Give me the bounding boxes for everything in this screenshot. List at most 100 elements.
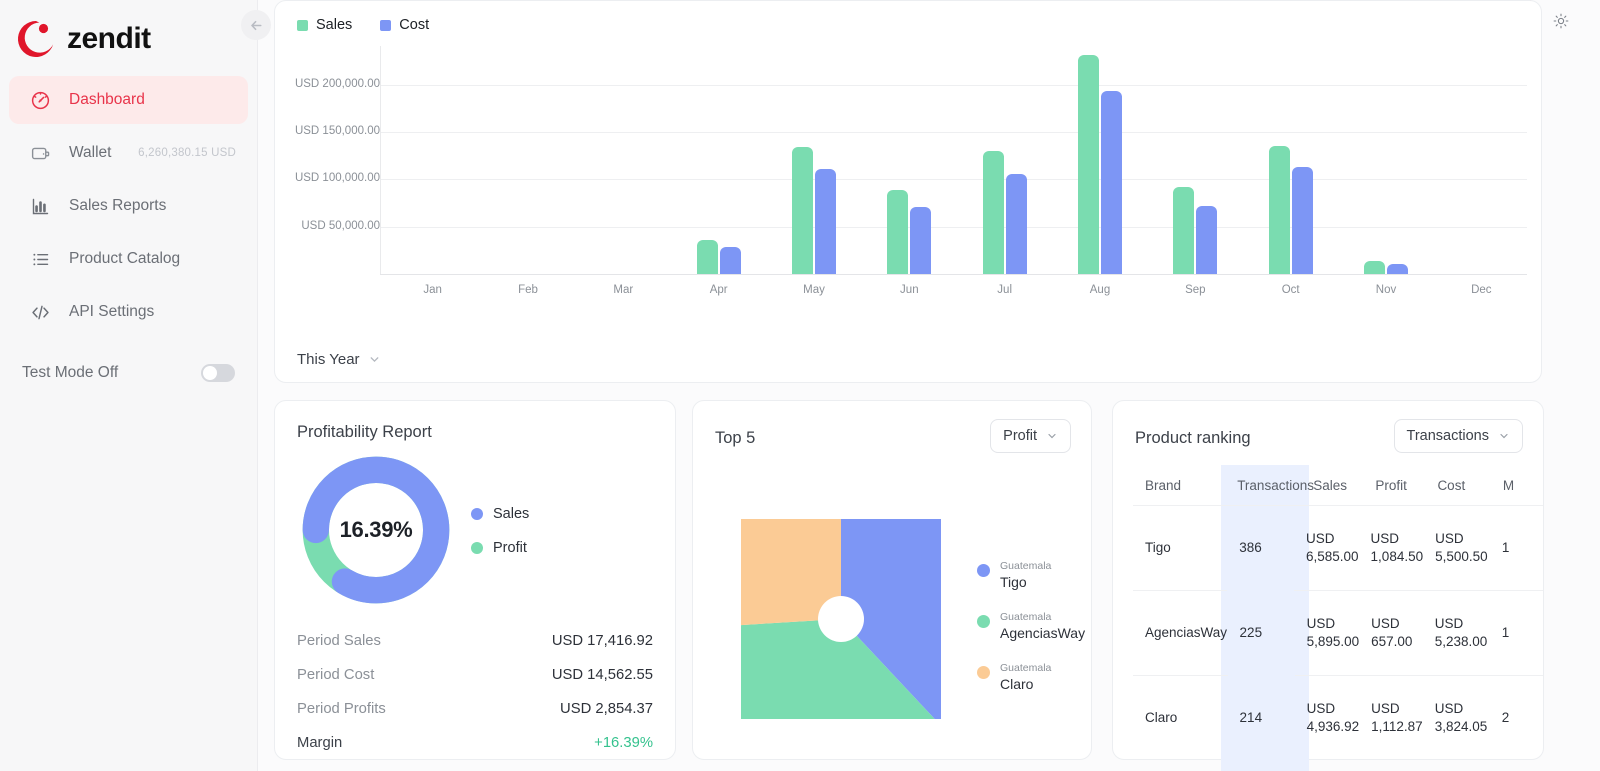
gridline <box>380 227 1527 228</box>
stat-label: Period Sales <box>297 633 381 649</box>
table-row[interactable]: AgenciasWay 225 USD 5,895.00 USD 657.00 … <box>1133 590 1543 676</box>
cell-brand: AgenciasWay <box>1145 624 1228 640</box>
y-tick-label: USD 100,000.00 <box>294 172 380 184</box>
sidebar-nav: Dashboard Wallet 6,260,380.15 USD Sales … <box>0 76 257 336</box>
legend-label-sales: Sales <box>316 17 353 33</box>
bar-sales-apr[interactable] <box>696 240 718 274</box>
bar-sales-may[interactable] <box>792 147 813 274</box>
bar-cost-oct[interactable] <box>1291 167 1313 274</box>
ranking-metric-label: Transactions <box>1406 428 1489 444</box>
top5-metric-label: Profit <box>1003 428 1037 444</box>
x-tick-label: Jun <box>900 284 919 296</box>
bar-chart-icon <box>29 195 51 217</box>
product-ranking-table: Brand Transactions Sales Profit Cost M T… <box>1133 465 1543 761</box>
x-tick-label: Aug <box>1089 284 1111 296</box>
profitability-donut-chart: 16.39% <box>297 451 455 609</box>
legend-brand: Tigo <box>1000 574 1027 590</box>
sidebar-item-product-catalog[interactable]: Product Catalog <box>9 235 248 283</box>
cell-cost: USD 3,824.05 <box>1434 700 1488 734</box>
ranking-metric-selector[interactable]: Transactions <box>1393 419 1523 453</box>
cell-margin: 1 <box>1501 624 1510 640</box>
profitability-report-card: Profitability Report 16.39% Sales Profit… <box>274 400 676 760</box>
arrow-left-icon <box>250 20 262 30</box>
product-ranking-card: Product ranking Transactions Brand Trans… <box>1112 400 1544 771</box>
legend-dot-agenciasway <box>977 615 990 628</box>
column-header-cost[interactable]: Cost <box>1425 478 1490 493</box>
x-tick-label: Oct <box>1281 284 1300 296</box>
column-header-brand[interactable]: Brand <box>1145 477 1182 493</box>
bar-sales-aug[interactable] <box>1078 55 1099 274</box>
chart-legend: Sales Cost <box>275 1 1541 33</box>
stat-label: Period Profits <box>297 701 386 717</box>
test-mode-toggle[interactable] <box>201 364 235 382</box>
x-tick-label: Feb <box>518 284 538 296</box>
cell-margin: 2 <box>1501 709 1510 725</box>
legend-swatch-sales <box>297 19 308 31</box>
table-header-row: Brand Transactions Sales Profit Cost M <box>1133 465 1543 505</box>
y-axis-line <box>380 46 381 274</box>
sidebar-item-wallet[interactable]: Wallet 6,260,380.15 USD <box>9 129 248 177</box>
product-ranking-title: Product ranking <box>1135 429 1251 447</box>
sidebar-item-label: Dashboard <box>69 91 145 108</box>
cell-sales: USD 5,895.00 <box>1306 615 1360 649</box>
gauge-icon <box>29 89 51 111</box>
column-header-profit[interactable]: Profit <box>1363 478 1425 493</box>
stat-row-period-profits: Period Profits USD 2,854.37 <box>297 701 653 717</box>
legend-item-cost[interactable]: Cost <box>380 17 429 33</box>
bar-sales-oct[interactable] <box>1268 146 1290 274</box>
chevron-down-icon <box>1048 433 1056 439</box>
bar-cost-jul[interactable] <box>1005 174 1027 274</box>
legend-item-tigo: Guatemala Tigo <box>977 556 1085 592</box>
sidebar-item-label: Sales Reports <box>69 197 167 214</box>
cell-sales: USD 4,936.92 <box>1306 700 1360 734</box>
gridline <box>380 179 1527 180</box>
column-header-transactions[interactable]: Transactions <box>1225 465 1314 505</box>
x-tick-label: Nov <box>1375 284 1397 296</box>
bar-cost-nov[interactable] <box>1387 264 1408 274</box>
legend-label-profit: Profit <box>493 540 527 556</box>
bar-sales-jun[interactable] <box>887 190 909 274</box>
bar-sales-nov[interactable] <box>1364 261 1385 274</box>
stat-row-period-cost: Period Cost USD 14,562.55 <box>297 667 653 683</box>
stat-value: USD 14,562.55 <box>551 667 653 683</box>
column-header-sales[interactable]: Sales <box>1301 478 1363 493</box>
sidebar-item-api-settings[interactable]: API Settings <box>9 288 248 336</box>
legend-country: Guatemala <box>1000 611 1052 623</box>
table-row[interactable]: Claro 214 USD 4,936.92 USD 1,112.87 USD … <box>1133 675 1543 761</box>
stat-value: USD 17,416.92 <box>551 633 653 649</box>
test-mode-row: Test Mode Off <box>0 350 257 396</box>
collapse-sidebar-button[interactable] <box>241 10 271 40</box>
top5-metric-selector[interactable]: Profit <box>990 419 1071 453</box>
bar-cost-aug[interactable] <box>1101 91 1122 274</box>
table-row[interactable]: Tigo 386 USD 6,585.00 USD 1,084.50 USD 5… <box>1133 505 1543 591</box>
bar-cost-sep[interactable] <box>1196 206 1218 274</box>
top5-pie-chart <box>641 419 1041 771</box>
brand-logo[interactable]: zendit <box>0 0 257 62</box>
y-tick-label: USD 200,000.00 <box>294 78 380 90</box>
x-tick-label: Sep <box>1185 284 1206 296</box>
legend-item-sales[interactable]: Sales <box>297 17 352 33</box>
bar-sales-sep[interactable] <box>1173 187 1195 274</box>
legend-item-profit: Profit <box>471 540 529 556</box>
bar-cost-apr[interactable] <box>719 247 741 274</box>
x-axis-line <box>380 274 1527 275</box>
cell-profit: USD 1,112.87 <box>1371 700 1423 734</box>
period-selector[interactable]: This Year <box>297 351 381 368</box>
chevron-down-icon <box>1500 433 1508 439</box>
x-tick-label: Mar <box>613 284 634 296</box>
bar-cost-jun[interactable] <box>910 207 932 274</box>
column-header-margin[interactable]: M <box>1491 478 1543 493</box>
main-content: Add Balance Start Tutorial Help Center <box>258 0 1600 771</box>
code-icon <box>29 301 51 323</box>
top5-card: Top 5 Profit Guatemala Tigo <box>641 400 1092 771</box>
x-tick-label: Dec <box>1471 284 1492 296</box>
sidebar-item-dashboard[interactable]: Dashboard <box>9 76 248 124</box>
legend-brand: Claro <box>1000 676 1034 692</box>
bar-chart-plot: USD 200,000.00 USD 150,000.00 USD 100,00… <box>275 41 1541 341</box>
top5-title: Top 5 <box>715 429 756 447</box>
theme-toggle-button[interactable] <box>1538 0 1584 42</box>
cell-brand: Tigo <box>1145 539 1171 555</box>
bar-cost-may[interactable] <box>815 169 836 274</box>
bar-sales-jul[interactable] <box>982 151 1004 274</box>
sidebar-item-sales-reports[interactable]: Sales Reports <box>9 182 248 230</box>
